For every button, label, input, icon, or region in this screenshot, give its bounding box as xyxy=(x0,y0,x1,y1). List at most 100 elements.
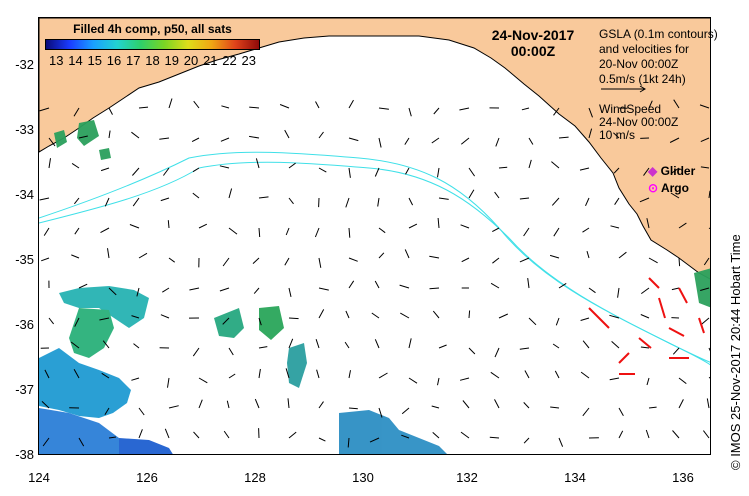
velocity-arrow xyxy=(347,437,350,448)
velocity-arrow xyxy=(519,197,530,200)
velocity-arrow xyxy=(369,437,380,443)
velocity-arrow xyxy=(468,189,475,199)
velocity-arrow xyxy=(432,432,440,439)
velocity-arrow xyxy=(228,227,238,235)
velocity-arrow xyxy=(279,104,290,109)
velocity-arrow xyxy=(133,343,140,349)
gsla-legend-line: and velocities for xyxy=(599,42,690,56)
velocity-arrow xyxy=(192,167,200,173)
velocity-arrow xyxy=(462,400,470,409)
velocity-arrow xyxy=(378,107,389,110)
velocity-arrow xyxy=(73,107,80,117)
velocity-arrow xyxy=(582,407,590,417)
velocity-arrow xyxy=(318,287,329,291)
velocity-arrow xyxy=(159,137,170,140)
velocity-arrow xyxy=(678,377,687,384)
velocity-arrow xyxy=(498,166,508,169)
velocity-arrow xyxy=(609,377,620,381)
velocity-arrow xyxy=(108,107,113,115)
velocity-arrow xyxy=(614,197,620,205)
sst-patch xyxy=(339,410,447,454)
velocity-arrow xyxy=(699,104,710,109)
velocity-arrow xyxy=(108,130,111,139)
velocity-arrow xyxy=(258,227,261,238)
velocity-arrow xyxy=(609,314,620,319)
velocity-arrow xyxy=(162,167,170,176)
velocity-arrow xyxy=(104,407,110,415)
velocity-arrow xyxy=(129,224,140,229)
velocity-arrow xyxy=(498,313,509,319)
velocity-arrow xyxy=(288,162,296,169)
velocity-arrow xyxy=(318,401,324,409)
velocity-arrow xyxy=(228,347,234,356)
velocity-arrow xyxy=(258,196,269,199)
map-plot[interactable] xyxy=(38,17,711,455)
gsla-contours xyxy=(39,151,710,366)
velocity-arrow xyxy=(586,250,590,259)
sst-patch xyxy=(39,408,133,454)
velocity-arrow xyxy=(378,372,388,379)
velocity-arrow xyxy=(494,399,500,409)
velocity-arrow xyxy=(198,399,203,409)
colorbar-tick: 13 xyxy=(49,53,64,68)
velocity-arrow xyxy=(670,192,680,199)
velocity-arrow xyxy=(551,161,560,169)
velocity-arrow xyxy=(558,437,564,447)
lat-tick-label: -35 xyxy=(15,252,34,267)
velocity-arrow xyxy=(408,197,414,206)
velocity-arrow xyxy=(673,99,680,109)
velocity-arrow xyxy=(648,406,657,409)
velocity-arrow xyxy=(249,106,260,109)
velocity-arrow xyxy=(348,227,351,238)
velocity-arrow xyxy=(220,137,230,142)
velocity-arrow xyxy=(132,197,140,207)
velocity-arrow xyxy=(438,344,447,349)
velocity-arrow xyxy=(219,287,230,292)
colorbar-tick: 18 xyxy=(145,53,160,68)
wind-arrow xyxy=(678,287,688,304)
velocity-arrow xyxy=(437,377,440,386)
platform-legend: ◆ Glider ⊙ Argo xyxy=(648,163,695,197)
sst-patches xyxy=(39,120,710,454)
velocity-arrow xyxy=(378,227,386,234)
glider-icon: ◆ xyxy=(648,164,658,178)
velocity-arrow xyxy=(582,340,590,349)
wind-arrow xyxy=(638,337,652,349)
lon-tick-label: 134 xyxy=(564,470,586,485)
velocity-arrow xyxy=(438,197,449,200)
velocity-arrow xyxy=(287,398,290,409)
velocity-arrow xyxy=(555,317,560,326)
velocity-arrow xyxy=(459,107,470,111)
velocity-arrow xyxy=(285,227,290,236)
velocity-arrow xyxy=(221,105,230,109)
velocity-arrow xyxy=(348,167,351,178)
argo-icon: ⊙ xyxy=(648,181,659,195)
velocity-arrow xyxy=(249,135,260,139)
velocity-arrow xyxy=(102,340,110,349)
velocity-arrow xyxy=(588,287,596,294)
velocity-arrow xyxy=(138,429,143,439)
velocity-arrow xyxy=(460,137,470,145)
velocity-arrow xyxy=(71,254,80,259)
velocity-arrow xyxy=(494,191,500,199)
velocity-arrow xyxy=(315,339,320,349)
velocity-arrow xyxy=(678,257,681,267)
velocity-arrow xyxy=(641,287,650,295)
wind-scale-label: 10 m/s xyxy=(599,128,636,142)
velocity-arrow xyxy=(495,137,500,147)
velocity-arrow xyxy=(192,192,200,199)
sst-patch xyxy=(119,438,173,454)
velocity-vectors xyxy=(39,98,710,448)
velocity-arrow xyxy=(429,255,440,259)
velocity-arrow xyxy=(401,434,410,439)
velocity-arrow xyxy=(222,317,230,325)
velocity-arrow xyxy=(523,437,530,444)
velocity-arrow xyxy=(284,257,290,266)
velocity-arrow xyxy=(701,317,710,325)
velocity-arrow xyxy=(288,338,294,349)
velocity-arrow xyxy=(408,377,418,384)
sst-patch xyxy=(259,306,284,340)
velocity-arrow xyxy=(554,370,560,379)
glider-label: Glider xyxy=(660,164,696,178)
velocity-arrow xyxy=(708,347,710,352)
